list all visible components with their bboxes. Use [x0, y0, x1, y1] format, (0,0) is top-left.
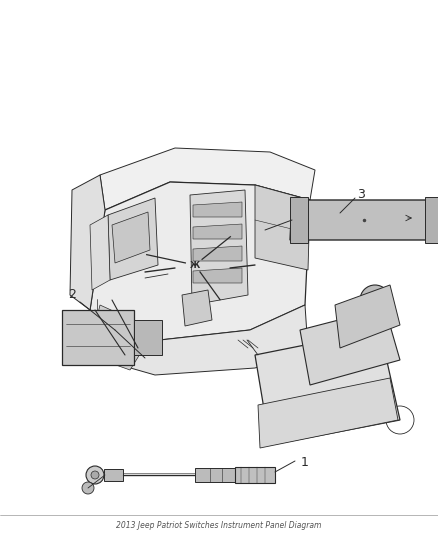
Polygon shape	[108, 198, 158, 280]
Polygon shape	[425, 197, 438, 243]
FancyBboxPatch shape	[403, 205, 417, 233]
Polygon shape	[193, 202, 242, 217]
Circle shape	[317, 219, 319, 222]
Circle shape	[294, 215, 304, 225]
FancyBboxPatch shape	[334, 205, 348, 233]
Polygon shape	[134, 320, 162, 355]
FancyBboxPatch shape	[311, 205, 325, 233]
Text: 3: 3	[357, 189, 365, 201]
Circle shape	[91, 299, 103, 311]
Polygon shape	[190, 190, 248, 305]
Polygon shape	[193, 224, 242, 239]
Circle shape	[137, 338, 141, 343]
Polygon shape	[90, 182, 310, 340]
Text: 1: 1	[301, 456, 309, 469]
Circle shape	[294, 205, 302, 213]
Circle shape	[86, 466, 104, 484]
Circle shape	[145, 322, 149, 327]
Polygon shape	[182, 290, 212, 326]
Circle shape	[209, 152, 221, 164]
Circle shape	[137, 322, 141, 327]
Polygon shape	[300, 308, 400, 385]
Polygon shape	[70, 175, 105, 310]
FancyBboxPatch shape	[331, 202, 351, 238]
Polygon shape	[195, 468, 235, 482]
Polygon shape	[258, 378, 398, 448]
Polygon shape	[255, 185, 310, 270]
Text: Ж: Ж	[190, 261, 200, 270]
Circle shape	[426, 215, 436, 225]
Polygon shape	[112, 212, 150, 263]
Circle shape	[367, 292, 383, 308]
Polygon shape	[290, 197, 308, 243]
Polygon shape	[193, 268, 242, 283]
Polygon shape	[100, 148, 315, 210]
Text: 2: 2	[68, 288, 76, 302]
Circle shape	[360, 285, 390, 315]
Polygon shape	[335, 285, 400, 348]
Circle shape	[91, 471, 99, 479]
Polygon shape	[255, 330, 400, 445]
Polygon shape	[104, 469, 123, 481]
Circle shape	[82, 482, 94, 494]
Circle shape	[152, 322, 158, 327]
Polygon shape	[62, 310, 134, 365]
Circle shape	[145, 338, 149, 343]
Circle shape	[427, 205, 435, 213]
FancyBboxPatch shape	[354, 202, 374, 238]
FancyBboxPatch shape	[380, 205, 394, 233]
Polygon shape	[85, 305, 308, 375]
Text: 2013 Jeep Patriot Switches Instrument Panel Diagram: 2013 Jeep Patriot Switches Instrument Pa…	[117, 521, 321, 529]
Polygon shape	[88, 305, 155, 370]
FancyBboxPatch shape	[308, 202, 328, 238]
FancyBboxPatch shape	[400, 202, 420, 238]
Polygon shape	[193, 246, 242, 261]
Polygon shape	[235, 467, 275, 483]
Polygon shape	[290, 200, 435, 240]
FancyBboxPatch shape	[357, 205, 371, 233]
FancyBboxPatch shape	[377, 202, 397, 238]
Ellipse shape	[185, 257, 205, 273]
Circle shape	[152, 338, 158, 343]
Polygon shape	[90, 215, 110, 290]
Circle shape	[294, 227, 302, 235]
Circle shape	[427, 227, 435, 235]
